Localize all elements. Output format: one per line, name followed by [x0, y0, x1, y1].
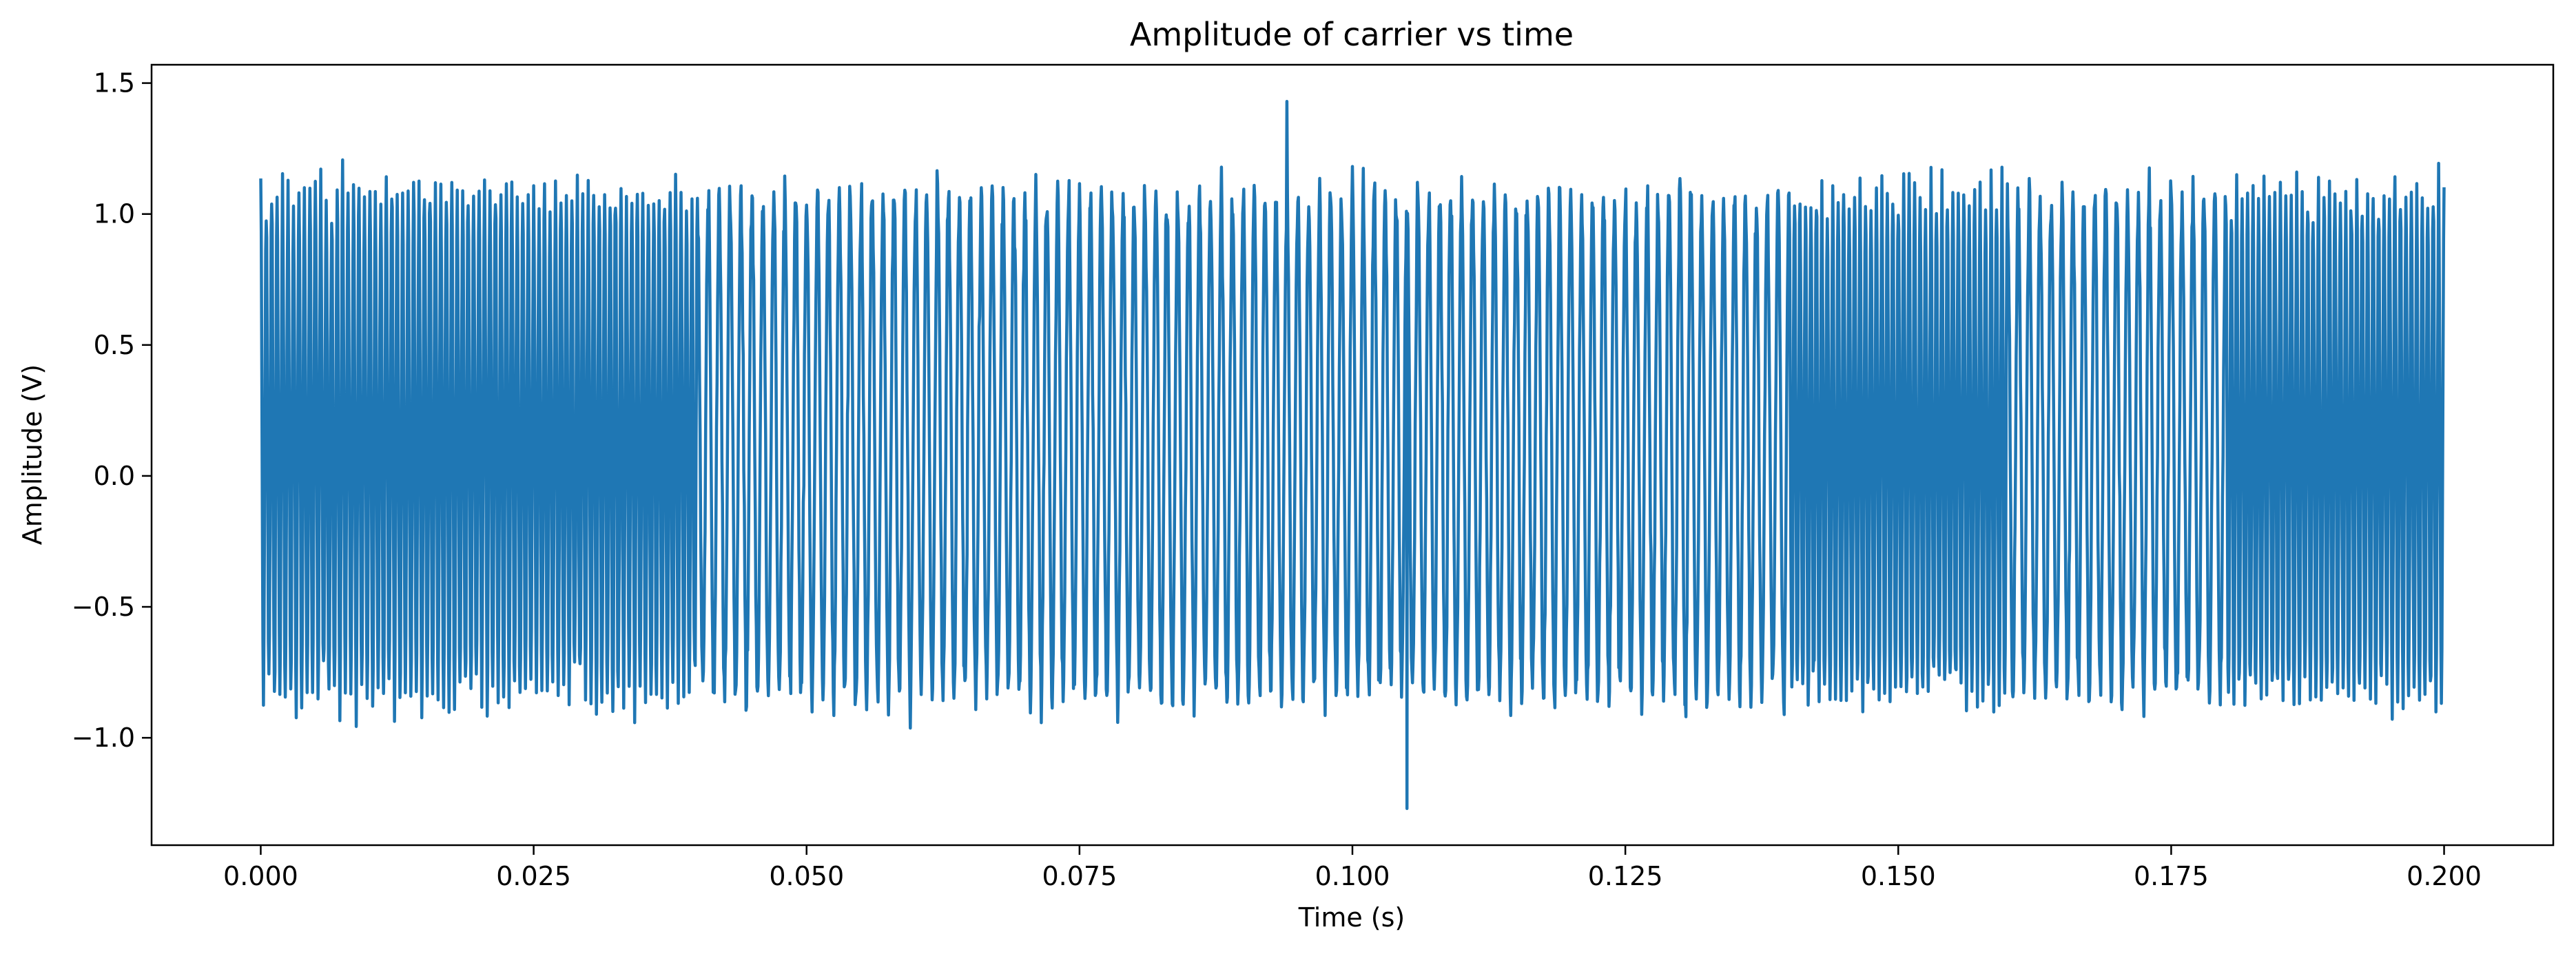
x-tick-label: 0.125 [1588, 861, 1663, 891]
x-tick-label: 0.100 [1315, 861, 1390, 891]
x-tick-label: 0.050 [769, 861, 844, 891]
y-tick-label: −0.5 [72, 592, 135, 622]
plot-area [259, 99, 2446, 811]
y-axis-label: Amplitude (V) [17, 364, 48, 545]
y-axis: −1.0 −0.5 0.0 0.5 1.0 1.5 [72, 68, 152, 753]
x-tick-label: 0.000 [223, 861, 298, 891]
x-axis: 0.000 0.025 0.050 0.075 0.100 0.125 0.150 0.175… [223, 845, 2482, 891]
x-tick-label: 0.150 [1861, 861, 1936, 891]
y-tick-label: 0.0 [94, 461, 135, 491]
x-tick-label: 0.025 [496, 861, 571, 891]
x-tick-label: 0.175 [2134, 861, 2209, 891]
y-tick-label: 0.5 [94, 330, 135, 360]
chart-title: Amplitude of carrier vs time [1130, 16, 1574, 53]
y-tick-label: 1.0 [94, 199, 135, 229]
x-axis-label: Time (s) [1298, 902, 1405, 933]
x-tick-label: 0.200 [2407, 861, 2482, 891]
y-tick-label: 1.5 [94, 68, 135, 98]
y-tick-label: −1.0 [72, 723, 135, 753]
series-line [259, 99, 2446, 811]
x-tick-label: 0.075 [1042, 861, 1117, 891]
